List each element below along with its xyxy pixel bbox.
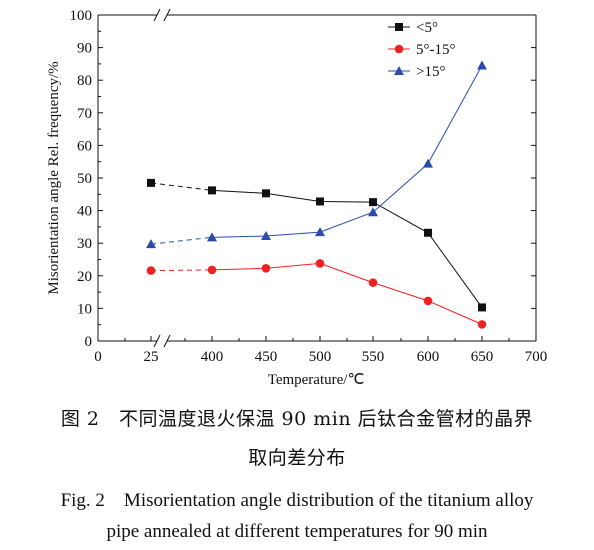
x-tick-label: 550 xyxy=(362,349,385,365)
x-tick-label: 700 xyxy=(525,349,548,365)
data-point xyxy=(423,158,433,168)
series-1 xyxy=(146,259,487,329)
series-line xyxy=(211,65,483,238)
x-tick-label: 400 xyxy=(201,349,224,365)
y-tick-label: 20 xyxy=(77,269,92,285)
series-2 xyxy=(146,60,487,249)
y-tick-label: 10 xyxy=(77,301,92,317)
legend: <5° 5°-15° >15° xyxy=(388,20,456,80)
legend-label: 5°-15° xyxy=(416,42,456,58)
data-point xyxy=(207,232,217,242)
data-point xyxy=(208,186,216,195)
data-point xyxy=(261,231,271,241)
y-tick-label: 70 xyxy=(77,106,92,122)
caption-en-line1: Fig. 2 Misorientation angle distribution… xyxy=(60,490,534,511)
series-line xyxy=(211,189,483,308)
y-tick-label: 100 xyxy=(70,8,93,24)
chart: 0 10 20 30 40 50 60 70 80 90 100 0 25 400 450 500 550 600… xyxy=(46,8,548,388)
x-tick-label: 650 xyxy=(471,349,494,365)
x-tick-label: 450 xyxy=(255,349,278,365)
series-line-dashed xyxy=(150,182,213,191)
series-line-dashed xyxy=(150,269,213,272)
legend-marker xyxy=(394,66,404,75)
data-point xyxy=(316,197,324,206)
caption-en-line2: pipe annealed at different temperatures … xyxy=(106,521,488,542)
y-tick-label: 0 xyxy=(85,334,93,350)
axis-break-mark xyxy=(163,8,171,22)
y-axis-label: Misorientation angle Rel. frequency/% xyxy=(46,61,62,294)
data-point xyxy=(207,265,217,275)
legend-marker xyxy=(394,44,404,54)
axes: 0 10 20 30 40 50 60 70 80 90 100 0 25 400 450 500 550 600… xyxy=(70,8,548,365)
data-point xyxy=(368,278,378,287)
data-point xyxy=(146,266,156,275)
caption-cn-line1: 图 2 不同温度退火保温 90 min 后钛合金管材的晶界 xyxy=(60,408,534,430)
x-tick-label: 500 xyxy=(309,349,332,365)
series-line-dashed xyxy=(150,236,213,245)
data-point xyxy=(477,60,487,70)
axis-break-mark xyxy=(153,8,161,22)
axis-break-mark xyxy=(153,334,161,348)
data-point xyxy=(315,259,325,268)
data-point xyxy=(424,228,432,237)
series-layer xyxy=(146,60,487,329)
y-tick-label: 90 xyxy=(77,41,92,57)
legend-label: >15° xyxy=(416,64,445,80)
data-point xyxy=(369,198,377,207)
y-tick-label: 50 xyxy=(77,171,92,187)
data-point xyxy=(146,239,156,249)
data-point xyxy=(423,296,433,306)
y-tick-label: 30 xyxy=(77,236,92,252)
data-point xyxy=(261,264,271,273)
x-tick-label: 0 xyxy=(94,349,102,365)
series-0 xyxy=(147,178,486,312)
series-line xyxy=(211,262,483,325)
y-tick-label: 60 xyxy=(77,138,92,154)
data-point xyxy=(368,207,378,217)
data-point xyxy=(477,320,487,329)
data-point xyxy=(147,178,155,187)
data-point xyxy=(315,227,325,237)
x-tick-label: 600 xyxy=(417,349,440,365)
y-tick-label: 40 xyxy=(77,204,92,220)
y-tick-label: 80 xyxy=(77,73,92,89)
axis-break-mark xyxy=(163,334,171,348)
x-tick-label: 25 xyxy=(144,349,159,365)
data-point xyxy=(262,189,270,198)
caption-cn-line2: 取向差分布 xyxy=(248,447,346,469)
x-axis-label: Temperature/℃ xyxy=(268,372,365,388)
legend-label: <5° xyxy=(416,20,438,36)
legend-marker xyxy=(395,23,403,31)
data-point xyxy=(478,303,486,312)
